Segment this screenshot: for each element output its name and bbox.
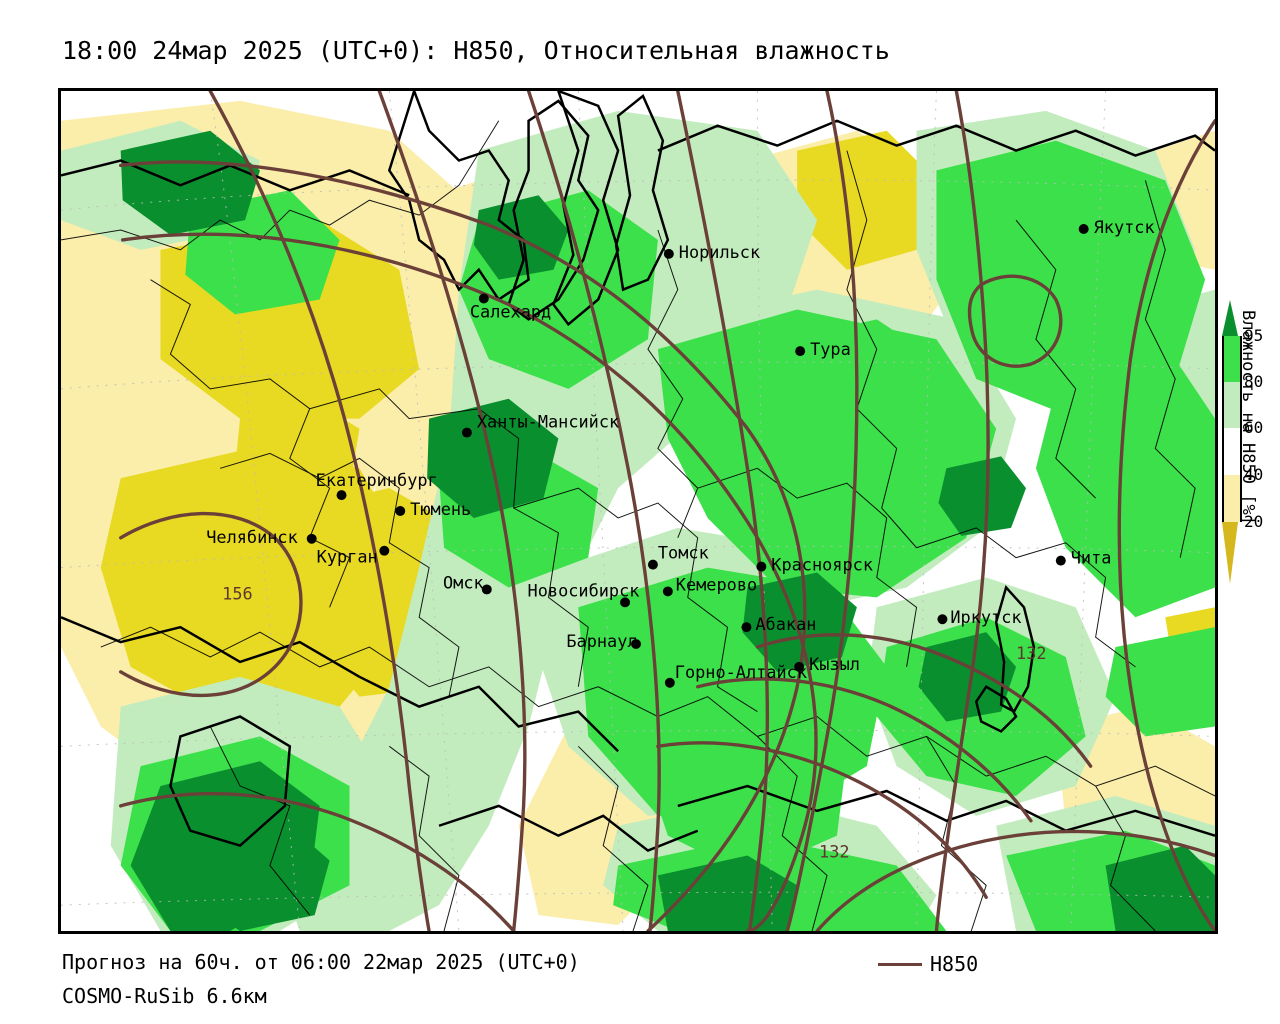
model-info: COSMO-RuSib 6.6км xyxy=(62,984,267,1008)
city-dot xyxy=(481,584,492,595)
city-label: Горно-Алтайск xyxy=(675,662,807,682)
city-marker[interactable]: Иркутск xyxy=(937,607,1022,627)
city-label: Новосибирск xyxy=(528,580,640,600)
city-label: Екатеринбург xyxy=(316,470,438,490)
city-dot xyxy=(631,639,641,650)
city-dot xyxy=(794,661,805,672)
city-dot xyxy=(663,248,674,259)
map-legend: H850 xyxy=(878,952,978,976)
city-dot xyxy=(795,346,806,357)
city-label: Салехард xyxy=(470,301,551,321)
city-label: Барнаул xyxy=(566,631,637,651)
city-label: Кемерово xyxy=(676,574,757,594)
city-dot xyxy=(379,545,390,556)
weather-map[interactable]: 156 132 132 Якутск Норильск Салехард Тура Ха… xyxy=(58,88,1218,934)
city-dot xyxy=(664,677,675,688)
city-label: Иркутск xyxy=(950,607,1021,627)
city-label: Норильск xyxy=(679,242,760,262)
city-label: Тура xyxy=(810,339,851,359)
city-marker[interactable]: Курган xyxy=(317,545,390,567)
city-label: Ханты-Мансийск xyxy=(477,412,619,432)
city-marker[interactable]: Чита xyxy=(1055,548,1112,568)
city-marker[interactable]: Тюмень xyxy=(395,499,471,519)
page-title: 18:00 24мар 2025 (UTC+0): H850, Относите… xyxy=(62,36,890,65)
colorbar-tick-80: 80 xyxy=(1244,372,1264,391)
city-marker[interactable]: Красноярск xyxy=(756,555,873,575)
colorbar-bar xyxy=(1222,336,1242,522)
city-dot xyxy=(662,586,673,597)
city-marker[interactable]: Томск xyxy=(647,543,709,570)
city-marker[interactable]: Абакан xyxy=(741,614,816,634)
city-dot xyxy=(478,293,489,304)
city-label: Томск xyxy=(658,543,709,563)
city-label: Абакан xyxy=(755,614,816,634)
city-marker[interactable]: Ханты-Мансийск xyxy=(461,412,619,438)
city-dot xyxy=(1055,555,1066,566)
city-marker[interactable]: Норильск xyxy=(663,242,760,262)
contour-label-132-b: 132 xyxy=(1016,643,1047,663)
city-label: Челябинск xyxy=(206,527,298,547)
colorbar-over-95-triangle xyxy=(1222,300,1238,336)
colorbar: 95 80 60 40 20 Влажность на H850 [%] xyxy=(1222,300,1280,700)
contour-label-132-a: 132 xyxy=(819,842,850,862)
city-marker[interactable]: Барнаул xyxy=(566,631,641,651)
city-label: Чита xyxy=(1071,548,1112,568)
city-marker[interactable]: Салехард xyxy=(470,293,551,322)
forecast-info: Прогноз на 60ч. от 06:00 22мар 2025 (UTC… xyxy=(62,950,580,974)
city-marker[interactable]: Новосибирск xyxy=(528,580,640,608)
city-dot xyxy=(1078,224,1089,234)
city-label: Якутск xyxy=(1094,217,1155,237)
city-marker[interactable]: Екатеринбург xyxy=(316,470,438,501)
city-label: Тюмень xyxy=(410,499,471,519)
city-marker[interactable]: Кызыл xyxy=(794,654,860,674)
colorbar-tick-60: 60 xyxy=(1244,418,1264,437)
city-dot xyxy=(756,561,767,572)
city-label: Курган xyxy=(317,547,378,567)
city-marker[interactable]: Якутск xyxy=(1078,217,1155,237)
city-label: Омск xyxy=(443,572,484,592)
city-dot xyxy=(937,614,948,625)
colorbar-tick-40: 40 xyxy=(1244,465,1264,484)
city-marker[interactable]: Омск xyxy=(443,572,492,595)
h850-line-swatch xyxy=(878,962,922,966)
city-layer: Якутск Норильск Салехард Тура Ханты-Мансийск… xyxy=(206,217,1155,688)
city-dot xyxy=(741,622,752,633)
city-dot xyxy=(620,597,631,608)
city-marker[interactable]: Горно-Алтайск xyxy=(664,662,807,688)
colorbar-seg-60-80 xyxy=(1224,382,1240,428)
colorbar-under-20-triangle xyxy=(1222,522,1238,584)
colorbar-seg-20-40 xyxy=(1224,475,1240,522)
city-dot xyxy=(647,559,658,570)
city-dot xyxy=(395,506,406,516)
colorbar-seg-40-60 xyxy=(1224,428,1240,475)
city-label: Красноярск xyxy=(771,555,873,575)
h850-legend-label: H850 xyxy=(930,952,979,976)
city-marker[interactable]: Кемерово xyxy=(662,574,757,597)
city-marker[interactable]: Челябинск xyxy=(206,527,317,547)
colorbar-tick-95: 95 xyxy=(1244,326,1264,345)
colorbar-axis-label: Влажность на H850 [%] xyxy=(1238,310,1258,525)
colorbar-tick-20: 20 xyxy=(1244,512,1264,531)
city-label: Кызыл xyxy=(809,654,860,674)
contour-label-156: 156 xyxy=(222,583,253,603)
city-dot xyxy=(306,533,317,544)
city-dot xyxy=(461,427,472,438)
city-marker[interactable]: Тура xyxy=(795,339,851,359)
colorbar-seg-80-95 xyxy=(1224,336,1240,382)
city-dot xyxy=(336,490,347,501)
map-canvas: 156 132 132 Якутск Норильск Салехард Тура Ха… xyxy=(61,91,1215,931)
